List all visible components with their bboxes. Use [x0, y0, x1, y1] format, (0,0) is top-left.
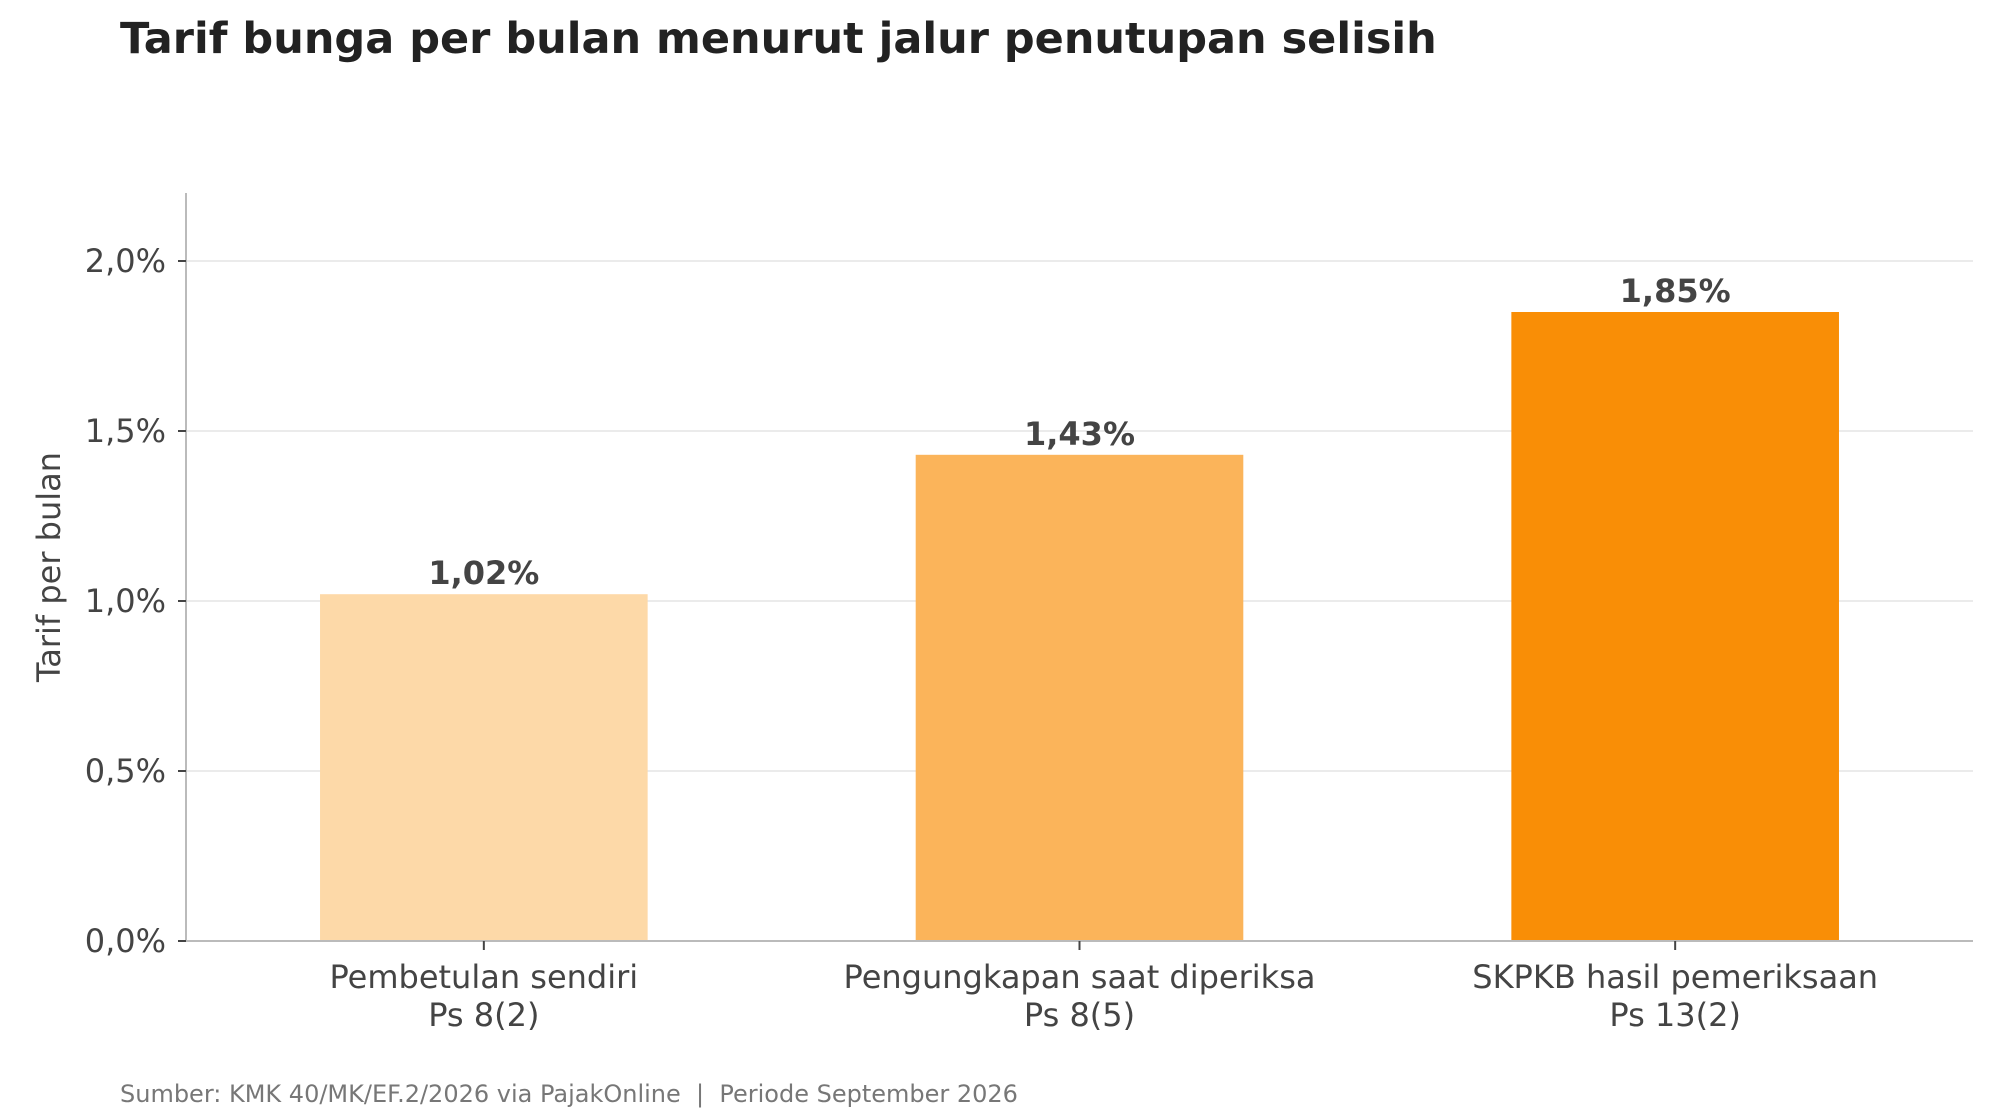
y-tick-label: 1,0%: [85, 582, 166, 620]
bar: [915, 454, 1244, 941]
x-tick-label: Ps 8(2): [428, 996, 539, 1034]
bars: [320, 312, 1839, 941]
data-label: 1,02%: [428, 554, 539, 592]
x-tick-label: Ps 13(2): [1609, 996, 1741, 1034]
chart-title: Tarif bunga per bulan menurut jalur penu…: [120, 14, 1437, 64]
y-tick-label: 0,5%: [85, 752, 166, 790]
chart-source-note: Sumber: KMK 40/MK/EF.2/2026 via PajakOnl…: [120, 1080, 1018, 1108]
data-label: 1,43%: [1024, 415, 1135, 453]
x-tick-label: Ps 8(5): [1024, 996, 1135, 1034]
x-tick-label: Pengungkapan saat diperiksa: [844, 958, 1316, 996]
y-tick-label: 1,5%: [85, 412, 166, 450]
x-tick-label: Pembetulan sendiri: [329, 958, 638, 996]
bar: [320, 594, 648, 941]
bar: [1511, 312, 1839, 941]
y-axis-title: Tarif per bulan: [30, 452, 68, 683]
x-tick-label: SKPKB hasil pemeriksaan: [1472, 958, 1878, 996]
data-label: 1,85%: [1620, 272, 1731, 310]
y-tick-label: 0,0%: [85, 922, 166, 960]
data-labels: 1,02% 1,43% 1,85%: [428, 272, 1730, 592]
axis-ticks: 0,0%0,5%1,0%1,5%2,0%Pembetulan sendiriPs…: [85, 242, 1878, 1034]
y-tick-label: 2,0%: [85, 242, 166, 280]
